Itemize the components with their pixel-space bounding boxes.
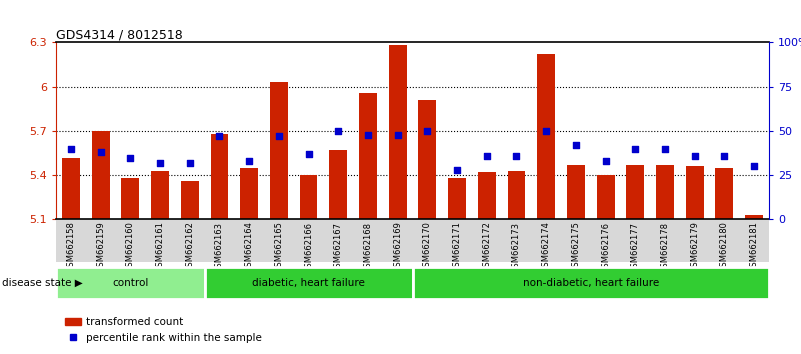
Bar (151, 171, 169, 219)
Text: GSM662178: GSM662178 (661, 222, 670, 273)
Bar (478, 172, 496, 219)
Bar (62, 158, 80, 219)
Point (183, 160, 196, 166)
Point (658, 146, 671, 152)
Bar (300, 175, 317, 219)
Bar (359, 93, 376, 219)
Bar (181, 181, 199, 219)
Text: GSM662180: GSM662180 (720, 222, 729, 273)
Point (124, 155, 137, 160)
Point (510, 153, 523, 159)
Point (570, 142, 582, 148)
Text: GSM662162: GSM662162 (185, 222, 194, 273)
Text: GSM662171: GSM662171 (453, 222, 461, 273)
Text: GSM662174: GSM662174 (541, 222, 550, 273)
Bar (56, 267, 204, 299)
Text: GSM662170: GSM662170 (423, 222, 432, 273)
Text: GSM662161: GSM662161 (155, 222, 164, 273)
Text: GSM662164: GSM662164 (244, 222, 254, 273)
Text: GSM662165: GSM662165 (275, 222, 284, 273)
Point (272, 133, 285, 139)
Bar (413, 267, 769, 299)
Text: GSM662177: GSM662177 (631, 222, 640, 273)
Point (65, 146, 78, 152)
Point (688, 153, 701, 159)
Bar (626, 165, 644, 219)
Text: GSM662181: GSM662181 (750, 222, 759, 273)
Text: GSM662163: GSM662163 (215, 222, 224, 273)
Text: GSM662176: GSM662176 (601, 222, 610, 273)
Bar (508, 171, 525, 219)
Bar (597, 175, 614, 219)
Text: GSM662160: GSM662160 (126, 222, 135, 273)
Bar (448, 178, 466, 219)
Bar (418, 100, 437, 219)
Bar (388, 45, 407, 219)
Text: diabetic, heart failure: diabetic, heart failure (252, 278, 365, 288)
Text: GSM662172: GSM662172 (482, 222, 491, 273)
Bar (715, 168, 733, 219)
Text: GDS4314 / 8012518: GDS4314 / 8012518 (56, 28, 183, 41)
Text: GSM662179: GSM662179 (690, 222, 699, 273)
Bar (240, 168, 258, 219)
Point (154, 160, 167, 166)
Text: GSM662159: GSM662159 (96, 222, 105, 272)
Point (481, 153, 493, 159)
Text: control: control (112, 278, 148, 288)
Text: non-diabetic, heart failure: non-diabetic, heart failure (522, 278, 659, 288)
Point (421, 128, 434, 134)
Text: disease state ▶: disease state ▶ (2, 278, 83, 288)
Bar (91, 131, 110, 219)
Point (540, 128, 553, 134)
Point (302, 151, 315, 157)
Bar (567, 165, 585, 219)
Text: GSM662167: GSM662167 (334, 222, 343, 273)
Point (243, 158, 256, 164)
Point (451, 167, 464, 173)
Point (718, 153, 731, 159)
Bar (122, 178, 139, 219)
Point (95, 149, 107, 155)
Text: GSM662158: GSM662158 (66, 222, 75, 273)
Text: GSM662173: GSM662173 (512, 222, 521, 273)
Point (747, 164, 760, 169)
Bar (537, 54, 555, 219)
Legend: transformed count, percentile rank within the sample: transformed count, percentile rank withi… (62, 313, 266, 347)
Point (361, 132, 374, 137)
Text: GSM662175: GSM662175 (571, 222, 581, 273)
Bar (745, 215, 763, 219)
Point (629, 146, 642, 152)
Text: GSM662166: GSM662166 (304, 222, 313, 273)
Point (599, 158, 612, 164)
Text: GSM662168: GSM662168 (364, 222, 372, 273)
Bar (204, 267, 413, 299)
Bar (656, 165, 674, 219)
Text: GSM662169: GSM662169 (393, 222, 402, 273)
Bar (686, 166, 703, 219)
Bar (270, 82, 288, 219)
Point (213, 133, 226, 139)
Point (332, 128, 344, 134)
Bar (211, 134, 228, 219)
Point (391, 132, 404, 137)
Bar (329, 150, 347, 219)
